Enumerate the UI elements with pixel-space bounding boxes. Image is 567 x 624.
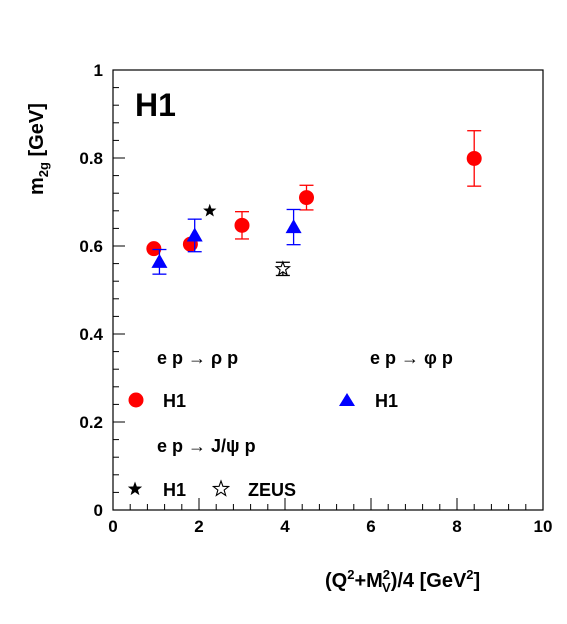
x-axis-title: (Q2+M2 V)/4 [GeV2] xyxy=(325,567,480,595)
legend-rho-entry: H1 xyxy=(163,391,186,411)
y-tick-label: 0.4 xyxy=(79,325,103,344)
x-tick-label: 4 xyxy=(280,517,290,536)
legend-rho-header: e p → ρ p xyxy=(157,348,238,368)
data-point-phi xyxy=(285,219,302,234)
data-marks xyxy=(146,130,482,277)
data-point-jpsi-h1 xyxy=(203,203,217,217)
legend-jpsi-header: e p → J/ψ p xyxy=(157,436,256,456)
legend-jpsi-h1-entry: H1 xyxy=(163,480,186,500)
panel-label: H1 xyxy=(135,87,176,123)
axis-ticks xyxy=(112,69,544,511)
y-tick-label: 0.8 xyxy=(79,149,103,168)
data-point-rho xyxy=(299,190,314,206)
plot-frame xyxy=(112,69,544,511)
data-point-rho xyxy=(466,150,482,166)
y-tick-label: 0.6 xyxy=(79,237,103,256)
x-tick-label: 0 xyxy=(108,517,117,536)
legend-zeus-star-marker xyxy=(211,479,231,497)
legend-phi-marker xyxy=(339,393,355,406)
data-point-phi xyxy=(186,227,203,242)
x-tick-label: 8 xyxy=(452,517,461,536)
tick-labels: 0 2 4 6 8 10 0 0.2 0.4 0.6 0.8 1 xyxy=(79,61,552,536)
legend-phi-header: e p → φ p xyxy=(370,348,453,368)
data-point-rho xyxy=(234,217,250,233)
x-tick-label: 2 xyxy=(194,517,203,536)
legend-rho-marker xyxy=(128,392,144,408)
y-tick-label: 1 xyxy=(94,61,103,80)
data-point-jpsi-zeus xyxy=(274,260,292,276)
y-tick-label: 0.2 xyxy=(79,413,103,432)
legend: e p → ρ p e p → φ p H1 H1 e p → J/ψ p H1… xyxy=(127,348,453,500)
x-tick-label: 6 xyxy=(366,517,375,536)
y-tick-label: 0 xyxy=(94,501,103,520)
legend-jpsi-zeus-entry: ZEUS xyxy=(248,480,296,500)
x-tick-label: 10 xyxy=(534,517,553,536)
legend-phi-entry: H1 xyxy=(375,391,398,411)
data-point-phi xyxy=(151,253,168,268)
y-axis-title: m2g [GeV] xyxy=(26,103,51,195)
data-point-rho xyxy=(146,241,162,257)
legend-h1-star-marker xyxy=(127,481,143,496)
